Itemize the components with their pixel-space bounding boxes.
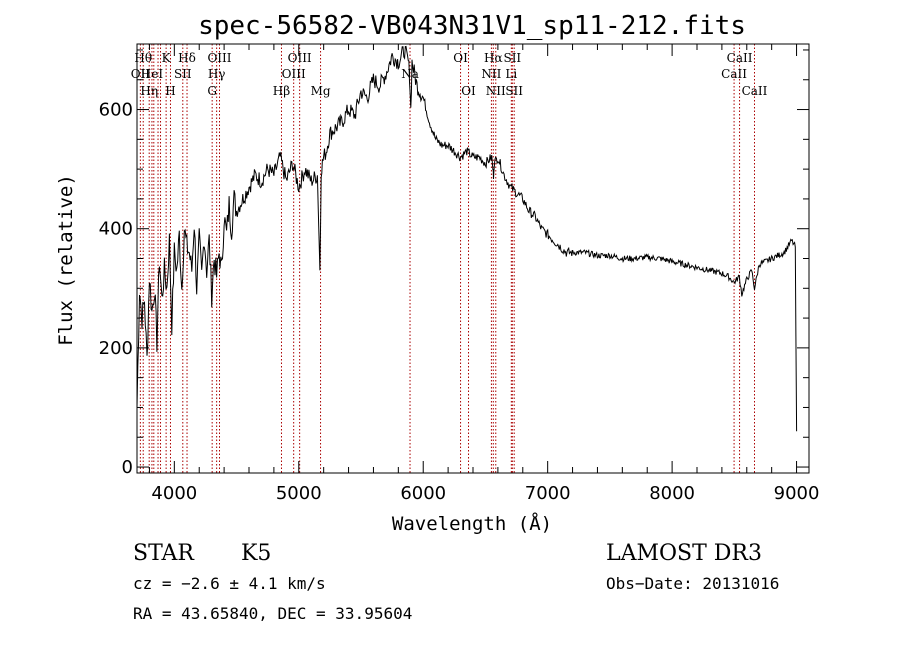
y-tick-label: 0 <box>122 457 133 478</box>
spectral-line-label: HeI <box>141 67 164 81</box>
x-tick-label: 9000 <box>774 483 820 504</box>
x-tick-label: 5000 <box>276 483 322 504</box>
redshift-info: cz = −2.6 ± 4.1 km/s <box>133 574 326 593</box>
spectral-line-label: SII <box>505 84 523 98</box>
y-tick-label: 600 <box>99 100 133 121</box>
spectral-line-label: Na <box>401 67 419 81</box>
spectral-line-label: Hβ <box>273 84 290 98</box>
spectral-line-label: Hη <box>140 84 158 98</box>
x-tick-label: 4000 <box>151 483 197 504</box>
x-tick-label: 8000 <box>649 483 695 504</box>
spectral-line-label: SII <box>174 67 192 81</box>
flux-series-group <box>136 45 798 432</box>
spectral-line-label: Mg <box>311 84 331 98</box>
spectral-line-label: NII <box>481 67 501 81</box>
obs-date: Obs−Date: 20131016 <box>606 574 779 593</box>
spectral-line-label: OI <box>453 51 468 65</box>
spectral-line-label: OIII <box>288 51 312 65</box>
spectral-line-label: Hγ <box>208 67 226 81</box>
x-tick-label: 6000 <box>400 483 446 504</box>
spectral-line-label: H <box>165 84 175 98</box>
spectral-line-label: G <box>207 84 217 98</box>
spectral-line-label: Hα <box>484 51 503 65</box>
spectral-line-label: OIII <box>207 51 231 65</box>
spectral-line-label: CaII <box>742 84 768 98</box>
spectral-line-label: CaII <box>721 67 747 81</box>
plot-frame <box>136 43 810 474</box>
spectral-line-label: Hδ <box>178 51 196 65</box>
spectral-line-label: OII <box>131 67 151 81</box>
object-subclass: K5 <box>241 541 271 566</box>
spectral-line-label: Hθ <box>134 51 152 65</box>
survey-name: LAMOST DR3 <box>606 541 762 566</box>
y-tick-label: 400 <box>99 219 133 240</box>
chart-title: spec-56582-VB043N31V1_sp11-212.fits <box>198 11 746 41</box>
y-tick-label: 200 <box>99 338 133 359</box>
x-axis-label: Wavelength (Å) <box>392 512 552 535</box>
object-class: STAR <box>133 541 195 566</box>
flux-series-line <box>136 45 798 432</box>
spectral-line-label: OIII <box>282 67 306 81</box>
x-tick-label: 7000 <box>525 483 571 504</box>
spectral-line-label: Li <box>505 67 517 81</box>
spectral-line-label: NII <box>486 84 506 98</box>
spectral-line-label: OI <box>461 84 476 98</box>
spectral-line-label: CaII <box>727 51 753 65</box>
coordinates: RA = 43.65840, DEC = 33.95604 <box>133 604 412 623</box>
spectral-line-label: SII <box>503 51 521 65</box>
axis-ticks: 4000 5000 6000 7000 8000 9000 0 200 400 600 <box>99 44 820 504</box>
spectral-line-labels: OII Hθ Hη HeI K H SII Hδ G Hγ OIII Hβ OIII OIII Mg Na OI… <box>131 51 768 98</box>
y-axis-label: Flux (relative) <box>55 174 77 346</box>
spectral-line-label: K <box>162 51 172 65</box>
